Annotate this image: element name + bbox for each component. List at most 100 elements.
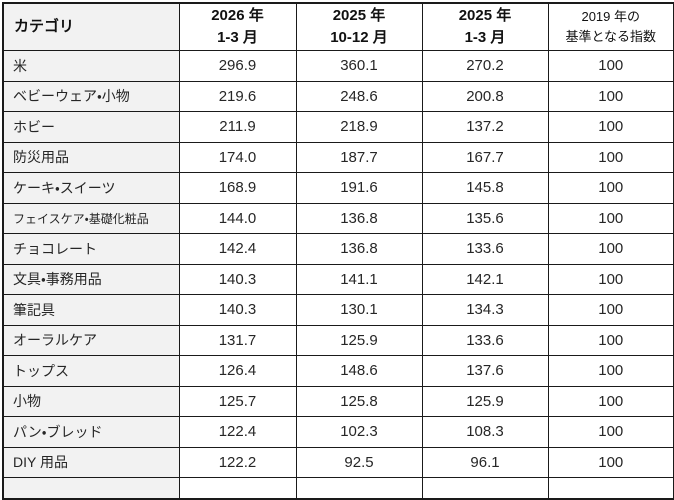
value-cell: 100 xyxy=(547,294,674,326)
value-cell: 133.6 xyxy=(421,324,549,356)
value-cell: 131.7 xyxy=(178,324,297,356)
value-cell: 100 xyxy=(547,263,674,295)
table-row: 文具・事務用品 140.3 141.1 142.1 100 xyxy=(2,263,674,295)
value-cell: 140.3 xyxy=(178,263,297,295)
value-cell: 187.7 xyxy=(295,141,423,173)
table-row: ベビーウェア・小物 219.6 248.6 200.8 100 xyxy=(2,80,674,112)
table-row: 防災用品 174.0 187.7 167.7 100 xyxy=(2,141,674,173)
value-cell: 200.8 xyxy=(421,80,549,112)
value-cell: 130.1 xyxy=(295,294,423,326)
value-cell: 100 xyxy=(547,50,674,82)
value-cell: 96.1 xyxy=(421,446,549,478)
header-category: カテゴリ xyxy=(2,2,180,51)
value-cell: 191.6 xyxy=(295,172,423,204)
header-row: カテゴリ 2026 年 1-3 月 2025 年 10-12 月 2025 年 … xyxy=(2,2,674,51)
value-cell: 142.1 xyxy=(421,263,549,295)
value-cell xyxy=(547,477,674,500)
value-cell: 100 xyxy=(547,446,674,478)
category-cell: オーラルケア xyxy=(2,324,180,356)
table-row: ケーキ・スイーツ 168.9 191.6 145.8 100 xyxy=(2,172,674,204)
value-cell: 211.9 xyxy=(178,111,297,143)
value-cell: 92.5 xyxy=(295,446,423,478)
value-cell: 122.2 xyxy=(178,446,297,478)
value-cell: 100 xyxy=(547,80,674,112)
value-cell: 270.2 xyxy=(421,50,549,82)
value-cell: 100 xyxy=(547,324,674,356)
value-cell: 167.7 xyxy=(421,141,549,173)
table-row: ホビー 211.9 218.9 137.2 100 xyxy=(2,111,674,143)
table-row: 米 296.9 360.1 270.2 100 xyxy=(2,50,674,82)
category-cell: 防災用品 xyxy=(2,141,180,173)
header-line-2: 1-3 月 xyxy=(217,29,258,46)
value-cell: 296.9 xyxy=(178,50,297,82)
value-cell xyxy=(421,477,549,500)
value-cell: 100 xyxy=(547,172,674,204)
header-line-1: 2026 年 xyxy=(211,6,264,24)
value-cell: 108.3 xyxy=(421,416,549,448)
value-cell: 100 xyxy=(547,385,674,417)
category-cell: 小物 xyxy=(2,385,180,417)
category-cell: 筆記具 xyxy=(2,294,180,326)
value-cell: 102.3 xyxy=(295,416,423,448)
category-cell: ベビーウェア・小物 xyxy=(2,80,180,112)
table-row: チョコレート 142.4 136.8 133.6 100 xyxy=(2,233,674,265)
value-cell: 136.8 xyxy=(295,233,423,265)
value-cell: 248.6 xyxy=(295,80,423,112)
value-cell: 125.7 xyxy=(178,385,297,417)
category-cell: 文具・事務用品 xyxy=(2,263,180,295)
header-2025-jan-mar: 2025 年 1-3 月 xyxy=(421,2,549,51)
value-cell: 122.4 xyxy=(178,416,297,448)
header-2019-base-index: 2019 年の 基準となる指数 xyxy=(547,2,674,51)
value-cell: 140.3 xyxy=(178,294,297,326)
value-cell: 125.9 xyxy=(421,385,549,417)
value-cell: 141.1 xyxy=(295,263,423,295)
value-cell: 100 xyxy=(547,141,674,173)
table-row: トップス 126.4 148.6 137.6 100 xyxy=(2,355,674,387)
category-cell: 米 xyxy=(2,50,180,82)
value-cell: 100 xyxy=(547,202,674,234)
value-cell: 100 xyxy=(547,111,674,143)
category-cell: トップス xyxy=(2,355,180,387)
table-row: パン・ブレッド 122.4 102.3 108.3 100 xyxy=(2,416,674,448)
value-cell: 137.2 xyxy=(421,111,549,143)
value-cell: 174.0 xyxy=(178,141,297,173)
value-cell: 125.8 xyxy=(295,385,423,417)
value-cell: 126.4 xyxy=(178,355,297,387)
header-line-1: 2019 年の xyxy=(581,8,641,24)
table-row-partial xyxy=(2,477,674,500)
value-cell: 137.6 xyxy=(421,355,549,387)
header-line-1: 2025 年 xyxy=(332,6,386,24)
table-row: フェイスケア・基礎化粧品 144.0 136.8 135.6 100 xyxy=(2,202,674,234)
header-2026-jan-mar: 2026 年 1-3 月 xyxy=(178,2,297,51)
category-cell: パン・ブレッド xyxy=(2,416,180,448)
value-cell: 133.6 xyxy=(421,233,549,265)
value-cell: 168.9 xyxy=(178,172,297,204)
category-cell: フェイスケア・基礎化粧品 xyxy=(2,202,180,234)
value-cell: 218.9 xyxy=(295,111,423,143)
table-row: オーラルケア 131.7 125.9 133.6 100 xyxy=(2,324,674,356)
value-cell: 100 xyxy=(547,416,674,448)
value-cell: 135.6 xyxy=(421,202,549,234)
category-cell: DIY 用品 xyxy=(2,446,180,478)
value-cell: 136.8 xyxy=(295,202,423,234)
header-2025-oct-dec: 2025 年 10-12 月 xyxy=(295,2,423,51)
header-line-2: 基準となる指数 xyxy=(565,29,657,44)
value-cell: 100 xyxy=(547,355,674,387)
value-cell: 219.6 xyxy=(178,80,297,112)
value-cell: 360.1 xyxy=(295,50,423,82)
value-cell: 148.6 xyxy=(295,355,423,387)
header-line-1: 2025 年 xyxy=(458,6,512,24)
value-cell: 100 xyxy=(547,233,674,265)
table-row: 筆記具 140.3 130.1 134.3 100 xyxy=(2,294,674,326)
value-cell xyxy=(295,477,423,500)
category-cell: ホビー xyxy=(2,111,180,143)
category-cell: ケーキ・スイーツ xyxy=(2,172,180,204)
header-line-2: 10-12 月 xyxy=(330,29,388,46)
value-cell: 134.3 xyxy=(421,294,549,326)
value-cell: 144.0 xyxy=(178,202,297,234)
value-cell: 145.8 xyxy=(421,172,549,204)
header-line-2: 1-3 月 xyxy=(464,29,506,46)
value-cell: 142.4 xyxy=(178,233,297,265)
table-body: 米 296.9 360.1 270.2 100 ベビーウェア・小物 219.6 248.6 20… xyxy=(2,50,674,500)
